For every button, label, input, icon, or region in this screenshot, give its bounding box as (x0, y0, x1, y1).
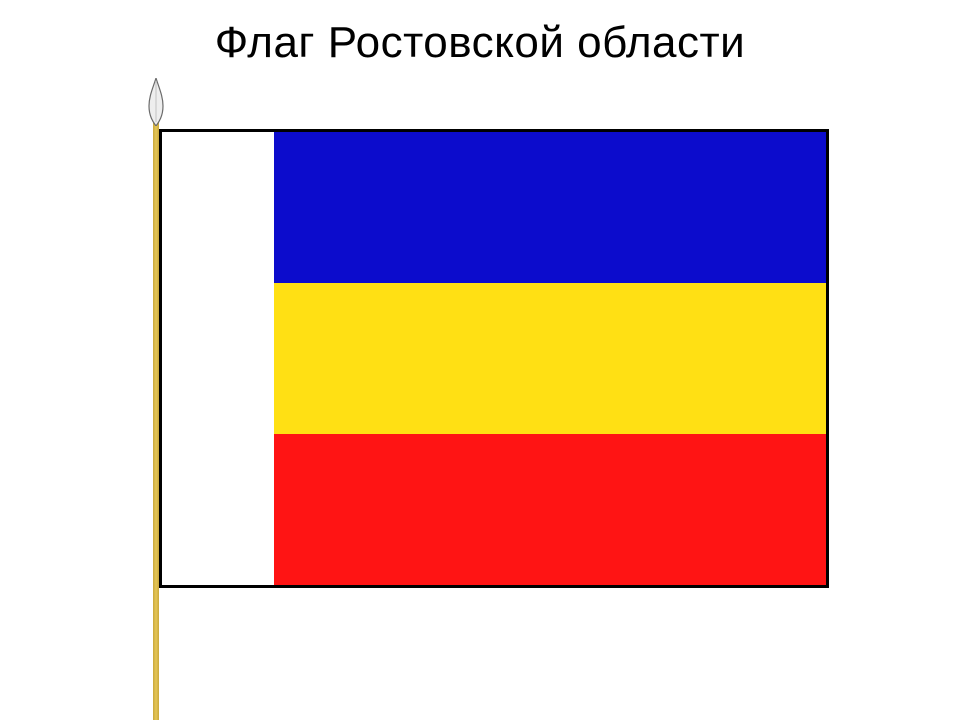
hoist-white-stripe (162, 132, 274, 585)
horizontal-stripes (274, 132, 826, 585)
flag-rectangle (159, 129, 829, 588)
spearhead-icon (144, 78, 168, 126)
flag-assembly (135, 78, 835, 718)
page-title: Флаг Ростовской области (0, 0, 960, 68)
stripe-blue (274, 132, 826, 283)
stripe-red (274, 434, 826, 585)
stripe-yellow (274, 283, 826, 434)
